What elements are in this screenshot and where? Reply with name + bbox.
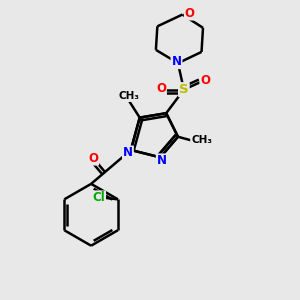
- Text: S: S: [179, 83, 189, 96]
- Text: N: N: [123, 146, 133, 159]
- Text: Cl: Cl: [92, 191, 105, 204]
- Text: CH₃: CH₃: [191, 135, 212, 145]
- Text: O: O: [200, 74, 210, 87]
- Text: CH₃: CH₃: [119, 91, 140, 101]
- Text: O: O: [156, 82, 166, 95]
- Text: N: N: [157, 154, 167, 167]
- Text: O: O: [185, 7, 195, 20]
- Text: N: N: [172, 55, 182, 68]
- Text: O: O: [88, 152, 98, 165]
